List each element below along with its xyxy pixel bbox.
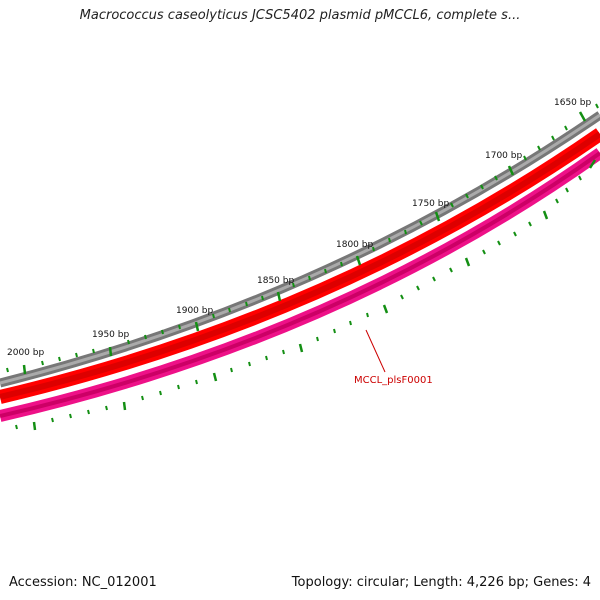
minor-tick	[333, 328, 336, 334]
minor-tick	[340, 261, 343, 267]
gene-label-leader	[365, 329, 386, 373]
minor-tick	[537, 145, 541, 151]
major-tick	[32, 421, 37, 431]
minor-tick	[528, 221, 532, 227]
major-tick	[382, 304, 389, 314]
minor-tick	[261, 295, 264, 301]
minor-tick	[432, 276, 436, 282]
minor-tick	[400, 294, 404, 300]
minor-tick	[480, 184, 484, 190]
major-tick	[298, 343, 304, 353]
major-tick	[507, 165, 515, 176]
minor-tick	[212, 313, 215, 319]
major-tick	[464, 257, 471, 267]
minor-tick	[292, 282, 295, 288]
minor-tick	[41, 360, 44, 366]
minor-tick	[523, 155, 527, 161]
minor-tick	[564, 125, 568, 131]
major-tick	[588, 159, 597, 169]
accession-text: Accession: NC_012001	[9, 575, 157, 590]
minor-tick	[555, 198, 559, 204]
ruler-labels: 1650 bp 1700 bp 1750 bp 1800 bp 1850 bp …	[7, 98, 591, 358]
minor-tick	[69, 413, 72, 419]
map-title: Macrococcus caseolyticus JCSC5402 plasmi…	[79, 8, 521, 23]
minor-tick	[230, 367, 233, 373]
minor-tick	[144, 334, 147, 340]
major-tick	[578, 111, 587, 122]
gene-feature-inner	[0, 151, 600, 418]
minor-tick	[177, 384, 180, 390]
minor-tick	[92, 348, 95, 354]
minor-tick	[551, 135, 555, 141]
major-tick	[434, 211, 441, 222]
minor-tick	[282, 349, 285, 355]
minor-tick	[465, 193, 469, 199]
minor-tick	[372, 246, 375, 252]
minor-tick	[245, 301, 248, 307]
cds-feature-inner	[0, 131, 600, 400]
ruler-label-1650: 1650 bp	[554, 98, 591, 108]
minor-tick	[58, 356, 61, 362]
minor-tick	[494, 175, 498, 181]
ruler-label-1950: 1950 bp	[92, 330, 129, 340]
major-tick	[542, 210, 549, 220]
minor-tick	[51, 417, 54, 423]
major-tick	[212, 372, 218, 382]
minor-tick	[195, 379, 198, 385]
ruler-label-1800: 1800 bp	[336, 240, 373, 250]
minor-tick	[366, 312, 369, 318]
minor-tick	[248, 361, 251, 367]
minor-tick	[105, 405, 108, 411]
minor-tick	[482, 249, 486, 255]
minor-tick	[316, 336, 319, 342]
major-tick	[276, 291, 282, 302]
outer-ruler	[6, 103, 599, 375]
minor-tick	[404, 229, 407, 235]
summary-text: Topology: circular; Length: 4,226 bp; Ge…	[291, 575, 591, 590]
ruler-label-2000: 2000 bp	[7, 348, 44, 358]
minor-tick	[159, 390, 162, 396]
minor-tick	[416, 285, 420, 291]
major-tick	[194, 321, 200, 332]
minor-tick	[127, 339, 130, 345]
minor-tick	[449, 267, 453, 273]
minor-tick	[178, 324, 181, 330]
minor-tick	[349, 320, 352, 326]
inner-ruler	[15, 159, 597, 431]
ruler-label-1900: 1900 bp	[176, 306, 213, 316]
major-tick	[355, 255, 362, 266]
minor-tick	[388, 237, 391, 243]
gene-label[interactable]: MCCL_plsF0001	[354, 375, 433, 386]
ruler-label-1850: 1850 bp	[257, 276, 294, 286]
minor-tick	[75, 352, 78, 358]
minor-tick	[265, 355, 268, 361]
major-tick	[22, 364, 27, 375]
ruler-label-1750: 1750 bp	[412, 199, 449, 209]
minor-tick	[595, 103, 599, 109]
minor-tick	[141, 395, 144, 401]
minor-tick	[161, 329, 164, 335]
minor-tick	[228, 307, 231, 313]
minor-tick	[6, 367, 9, 373]
minor-tick	[513, 231, 517, 237]
major-tick	[122, 401, 127, 411]
minor-tick	[450, 202, 454, 208]
minor-tick	[497, 240, 501, 246]
minor-tick	[87, 409, 90, 415]
minor-tick	[578, 175, 582, 181]
minor-tick	[15, 424, 18, 430]
minor-tick	[324, 268, 327, 274]
minor-tick	[419, 220, 423, 226]
ruler-label-1700: 1700 bp	[485, 151, 522, 161]
major-tick	[108, 346, 113, 357]
minor-tick	[565, 187, 569, 193]
minor-tick	[308, 275, 311, 281]
backbone-ring-highlight	[0, 113, 600, 385]
